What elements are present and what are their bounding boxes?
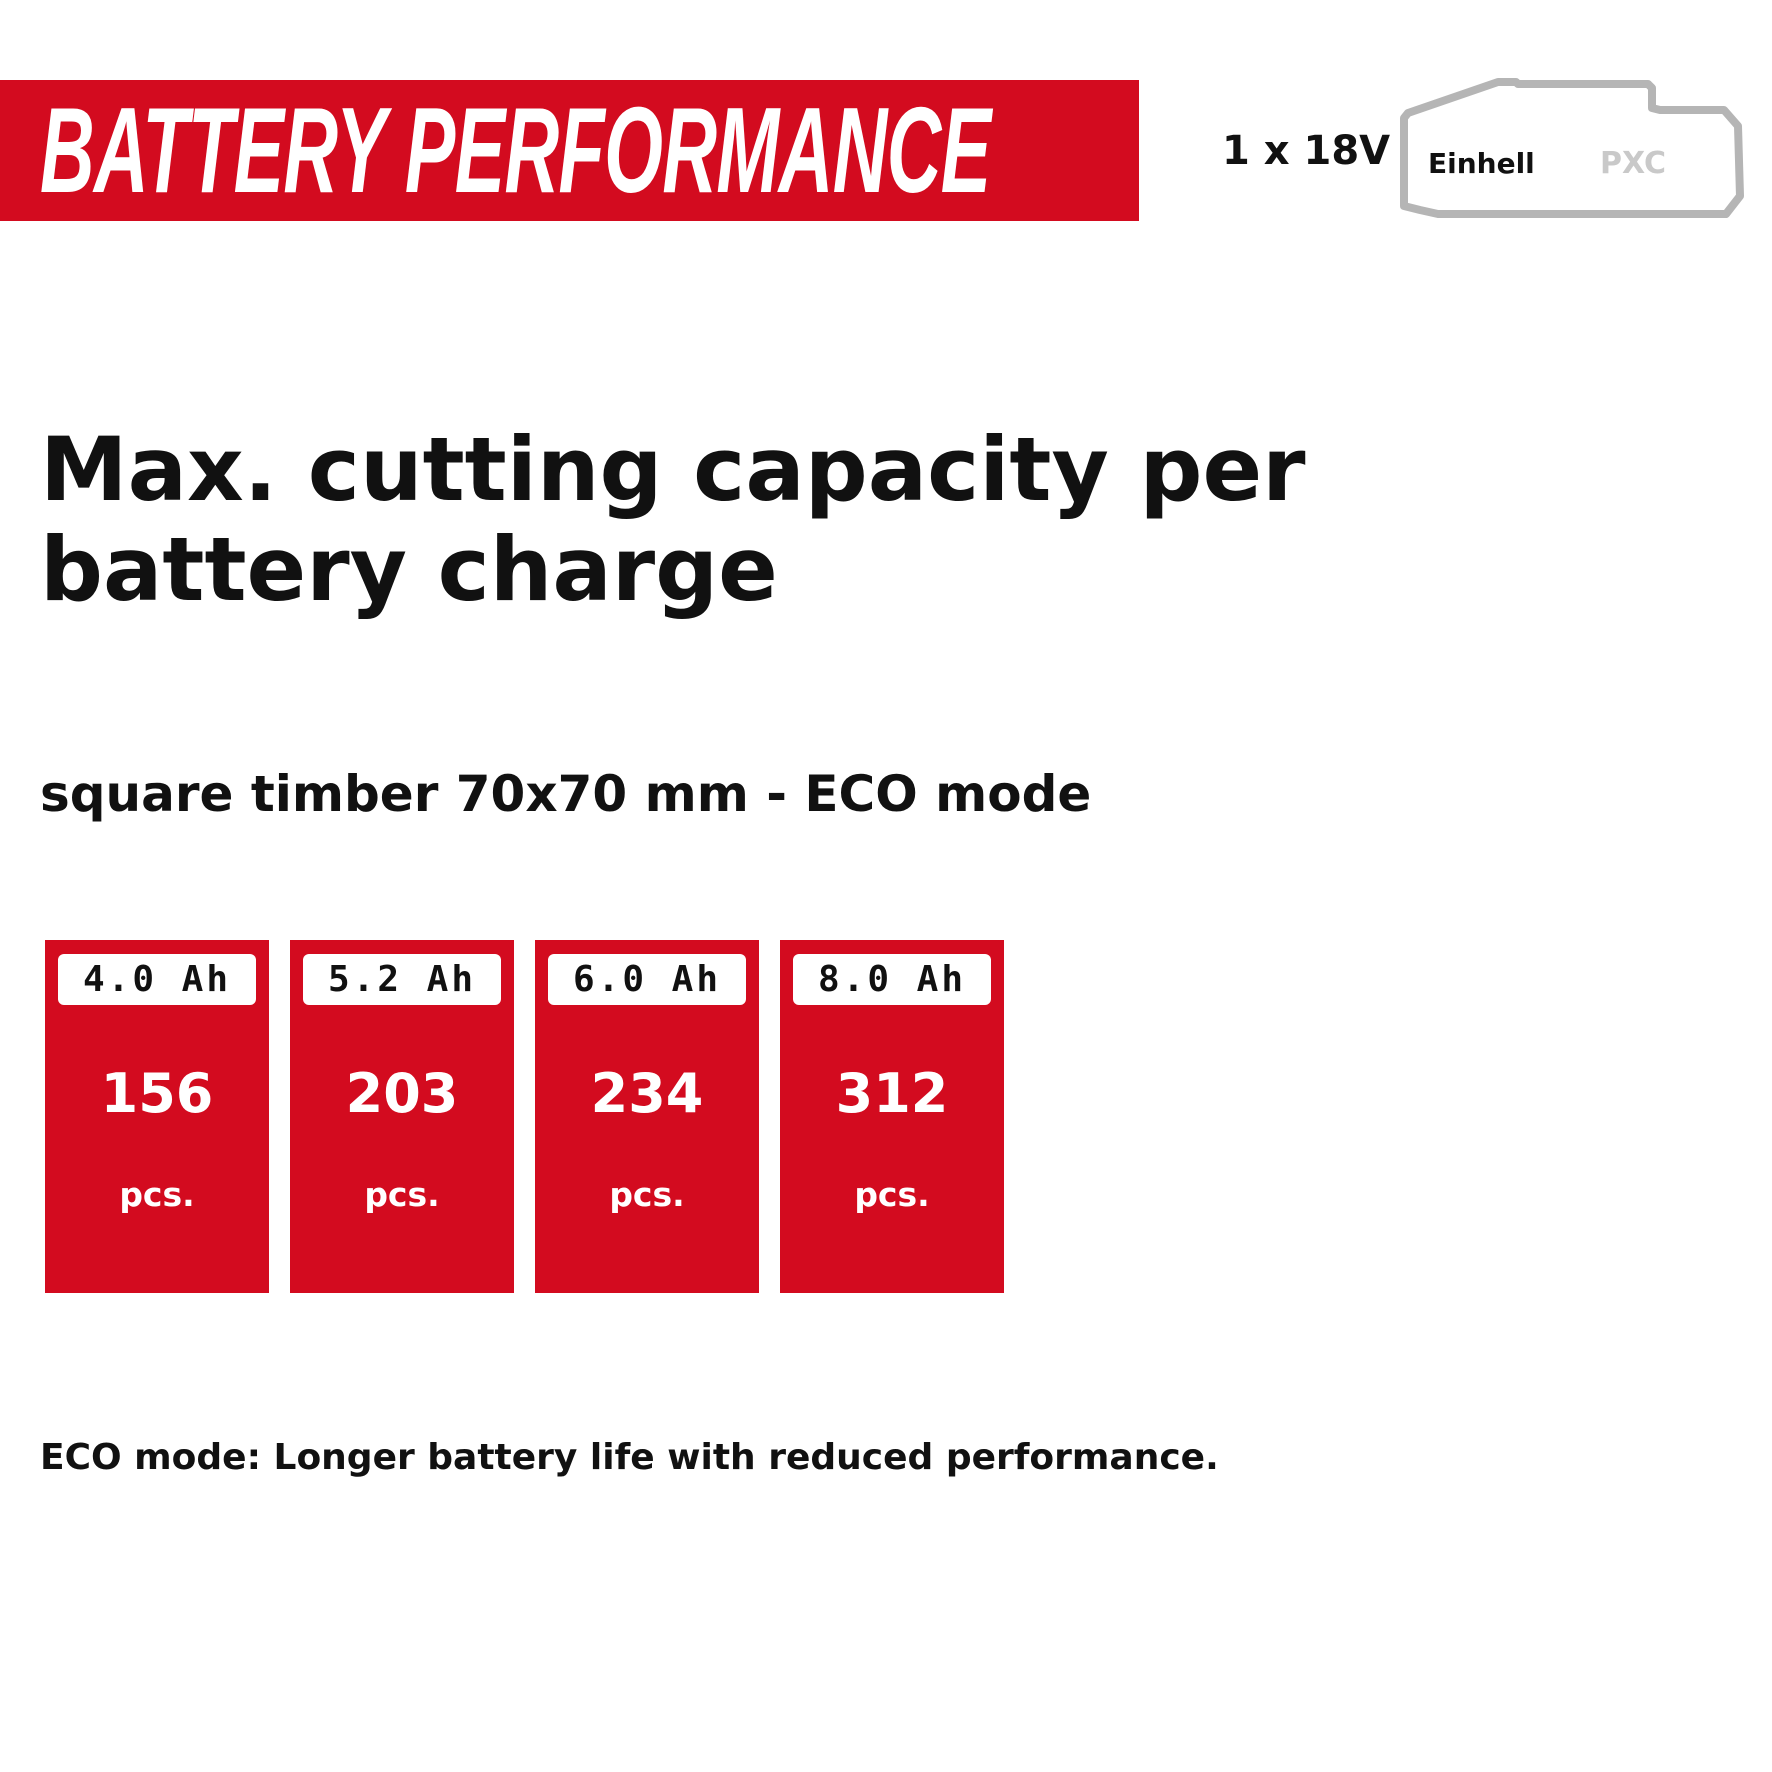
voltage-label: 1 x 18V [1222,128,1391,174]
test-condition: square timber 70x70 mm - ECO mode [40,765,1092,823]
battery-pack-icon: Einhell PXC [1400,78,1744,218]
pieces-count: 312 [835,1062,949,1125]
pieces-unit: pcs. [364,1175,440,1214]
pieces-unit: pcs. [609,1175,685,1214]
title-banner: BATTERY PERFORMANCE [0,80,1139,221]
system-logo-text: PXC [1600,146,1666,181]
pieces-count: 234 [590,1062,704,1125]
capacity-card: 4.0 Ah 156 pcs. [45,940,269,1293]
pieces-unit: pcs. [854,1175,930,1214]
capacity-card: 6.0 Ah 234 pcs. [535,940,759,1293]
page-heading: Max. cutting capacity per battery charge [40,418,1306,621]
battery-capacity-label: 8.0 Ah [793,954,991,1005]
eco-mode-footnote: ECO mode: Longer battery life with reduc… [40,1437,1219,1478]
battery-capacity-label: 5.2 Ah [303,954,501,1005]
capacity-card: 5.2 Ah 203 pcs. [290,940,514,1293]
battery-capacity-label: 4.0 Ah [58,954,256,1005]
pieces-count: 203 [345,1062,459,1125]
pieces-count: 156 [100,1062,214,1125]
pieces-unit: pcs. [119,1175,195,1214]
capacity-card: 8.0 Ah 312 pcs. [780,940,1004,1293]
brand-logo-text: Einhell [1428,147,1535,180]
battery-capacity-label: 6.0 Ah [548,954,746,1005]
banner-title: BATTERY PERFORMANCE [40,82,991,218]
einhell-pxc-logo: Einhell PXC [1428,146,1666,181]
